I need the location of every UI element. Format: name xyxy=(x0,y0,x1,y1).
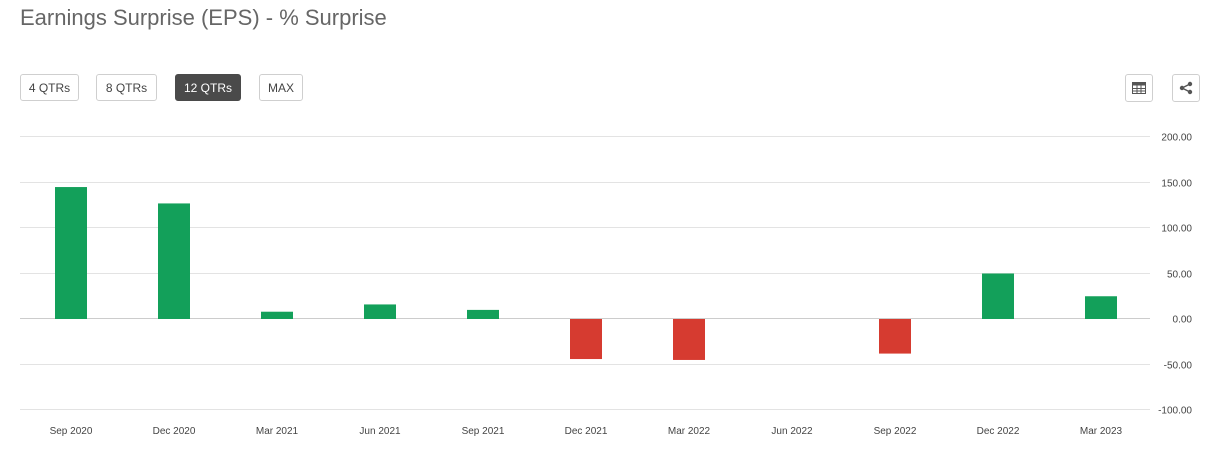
x-tick-label: Dec 2022 xyxy=(977,426,1020,437)
x-tick-label: Mar 2022 xyxy=(668,426,711,437)
x-tick-label: Jun 2022 xyxy=(771,426,813,437)
bar-dec-2021[interactable] xyxy=(570,319,602,360)
y-tick-label: 50.00 xyxy=(1167,270,1192,281)
x-tick-label: Sep 2020 xyxy=(50,426,93,437)
bar-jun-2021[interactable] xyxy=(364,304,396,319)
x-axis-ticks: Sep 2020 Dec 2020 Mar 2021 Jun 2021 Sep 2021… xyxy=(50,426,1123,437)
y-tick-label: 150.00 xyxy=(1161,179,1192,190)
bar-dec-2022[interactable] xyxy=(982,273,1014,320)
bar-mar-2021[interactable] xyxy=(261,311,293,319)
bars xyxy=(55,187,1117,360)
x-tick-label: Dec 2021 xyxy=(565,426,608,437)
x-tick-label: Jun 2021 xyxy=(359,426,401,437)
bar-mar-2023[interactable] xyxy=(1085,296,1117,319)
x-tick-label: Sep 2021 xyxy=(462,426,505,437)
range-max-button[interactable]: MAX xyxy=(259,74,303,101)
range-4-qtrs-button[interactable]: 4 QTRs xyxy=(20,74,79,101)
bar-sep-2022[interactable] xyxy=(879,319,911,354)
share-button[interactable] xyxy=(1172,74,1200,102)
x-tick-label: Dec 2020 xyxy=(153,426,196,437)
range-8-qtrs-button[interactable]: 8 QTRs xyxy=(96,74,157,101)
y-tick-label: 0.00 xyxy=(1173,315,1193,326)
y-tick-label: 100.00 xyxy=(1161,224,1192,235)
table-icon xyxy=(1132,82,1146,94)
range-12-qtrs-button[interactable]: 12 QTRs xyxy=(175,74,241,101)
share-icon xyxy=(1179,81,1193,95)
x-tick-label: Mar 2023 xyxy=(1080,426,1123,437)
bar-dec-2020[interactable] xyxy=(158,203,190,319)
table-view-button[interactable] xyxy=(1125,74,1153,102)
bar-sep-2020[interactable] xyxy=(55,187,87,319)
grid-lines xyxy=(20,136,1150,410)
bar-sep-2021[interactable] xyxy=(467,309,499,319)
page-title: Earnings Surprise (EPS) - % Surprise xyxy=(20,5,387,30)
y-tick-label: 200.00 xyxy=(1161,133,1192,144)
x-tick-label: Sep 2022 xyxy=(874,426,917,437)
x-tick-label: Mar 2021 xyxy=(256,426,299,437)
y-axis-ticks: 200.00 150.00 100.00 50.00 0.00 -50.00 -100.00 xyxy=(1158,133,1192,417)
y-tick-label: -50.00 xyxy=(1164,361,1193,372)
bar-mar-2022[interactable] xyxy=(673,319,705,360)
y-tick-label: -100.00 xyxy=(1158,406,1192,417)
